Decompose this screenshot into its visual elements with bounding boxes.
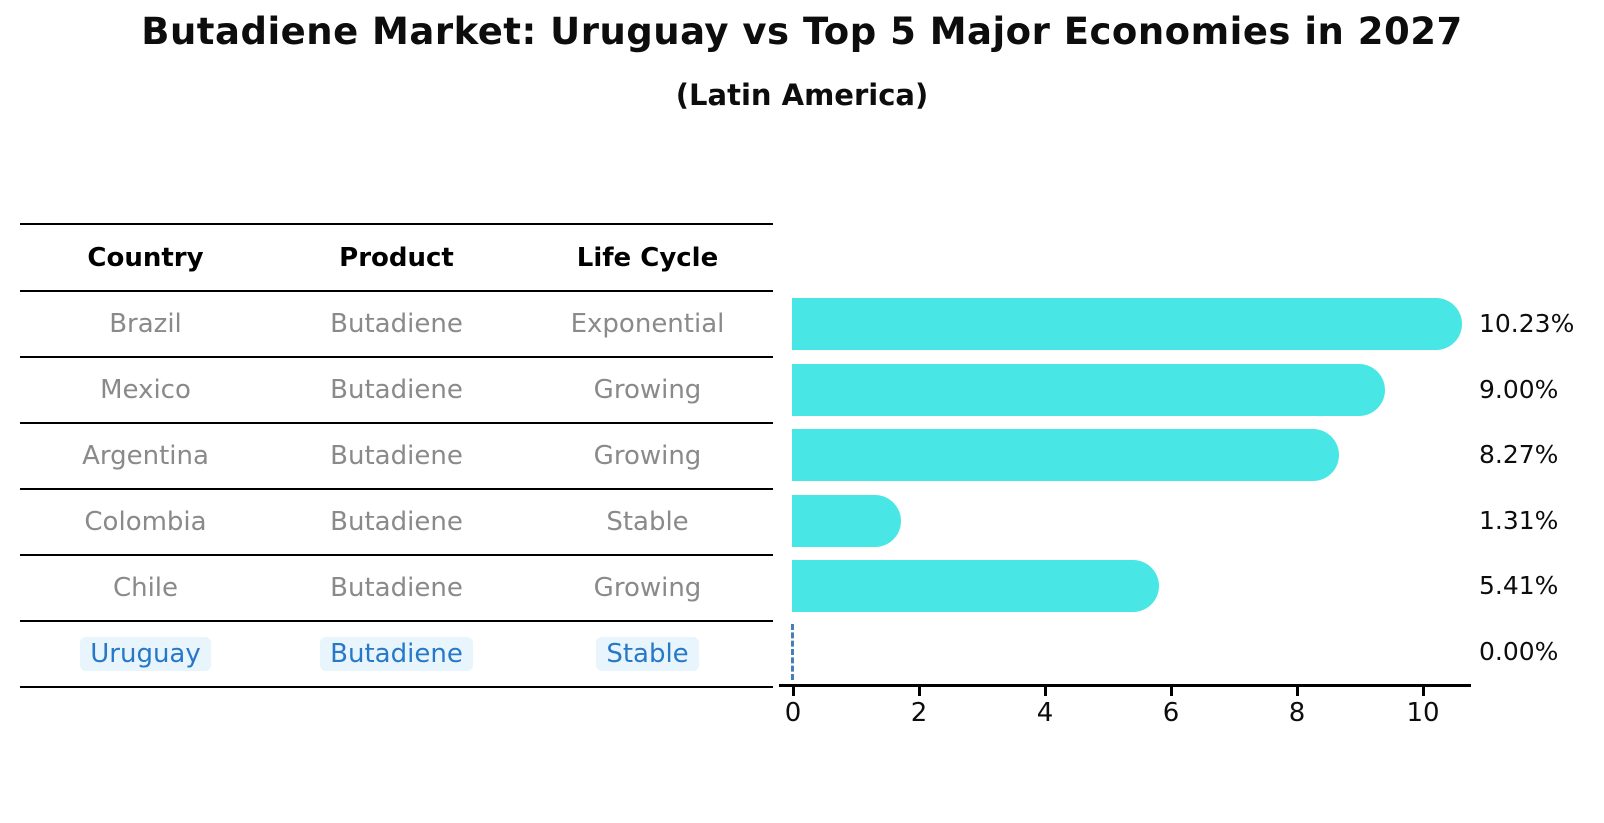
table-row: Argentina Butadiene Growing: [20, 424, 773, 490]
cell-product: Butadiene: [271, 573, 522, 603]
bar-mexico: [792, 363, 1385, 416]
cell-lifecycle-text: Growing: [593, 573, 702, 603]
cell-country-text: Brazil: [109, 309, 182, 339]
x-axis-tick: [1169, 687, 1173, 696]
x-axis-tick-label: 6: [1162, 698, 1180, 728]
x-axis-tick-label: 0: [784, 698, 802, 728]
table-row: Brazil Butadiene Exponential: [20, 292, 773, 358]
cell-lifecycle: Growing: [522, 375, 773, 405]
cell-country-text: Chile: [112, 573, 179, 603]
x-axis-tick-label: 10: [1406, 698, 1440, 728]
cell-lifecycle: Growing: [522, 441, 773, 471]
column-header-product: Product: [339, 242, 454, 273]
cell-country: Colombia: [20, 507, 271, 537]
cell-lifecycle: Exponential: [522, 309, 773, 339]
table-body: Brazil Butadiene Exponential Mexico Butadien…: [20, 292, 773, 688]
cell-product: Butadiene: [271, 441, 522, 471]
bar-value-label: 8.27%: [1479, 440, 1559, 470]
table-header-row: Country Product Life Cycle: [20, 225, 773, 292]
cell-lifecycle: Stable: [522, 507, 773, 537]
x-axis-tick: [1043, 687, 1047, 696]
bar-chile: [792, 560, 1159, 613]
x-axis-tick: [1295, 687, 1299, 696]
cell-country-text: Mexico: [100, 375, 191, 405]
x-axis-tick: [791, 687, 795, 696]
cell-country-text: Argentina: [82, 441, 209, 471]
cell-country: Argentina: [20, 441, 271, 471]
cell-country: Mexico: [20, 375, 271, 405]
table-row: Chile Butadiene Growing: [20, 556, 773, 622]
country-table: Country Product Life Cycle Brazil Butadie…: [20, 223, 773, 688]
table-row: Colombia Butadiene Stable: [20, 490, 773, 556]
bar-value-label: 0.00%: [1479, 637, 1559, 666]
x-axis-tick: [917, 687, 921, 696]
cell-country: Chile: [20, 573, 271, 603]
cell-product-text: Butadiene: [320, 637, 473, 671]
cell-product: Butadiene: [271, 375, 522, 405]
cell-lifecycle: Stable: [522, 637, 773, 671]
cell-lifecycle-text: Exponential: [570, 309, 725, 339]
chart-subtitle: (Latin America): [675, 78, 929, 112]
bar-value-label: 9.00%: [1479, 374, 1559, 404]
cell-product-text: Butadiene: [330, 441, 463, 471]
table-row: Mexico Butadiene Growing: [20, 358, 773, 424]
bar-brazil: [792, 298, 1462, 350]
x-axis-tick-label: 4: [1036, 698, 1054, 728]
cell-product: Butadiene: [271, 507, 522, 537]
cell-product: Butadiene: [271, 309, 522, 339]
bar-value-label: 5.41%: [1479, 571, 1559, 601]
x-axis: [779, 684, 1471, 687]
cell-product: Butadiene: [271, 637, 522, 671]
cell-country-text: Colombia: [84, 507, 207, 537]
cell-product-text: Butadiene: [330, 573, 463, 603]
cell-country-text: Uruguay: [80, 637, 211, 671]
cell-lifecycle: Growing: [522, 573, 773, 603]
column-header-lifecycle: Life Cycle: [576, 242, 719, 273]
cell-lifecycle-text: Stable: [606, 507, 689, 537]
cell-lifecycle-text: Stable: [596, 637, 699, 671]
zero-value-marker: [791, 624, 794, 680]
table-row: Uruguay Butadiene Stable: [20, 622, 773, 688]
cell-product-text: Butadiene: [330, 375, 463, 405]
cell-country: Brazil: [20, 309, 271, 339]
x-axis-tick-label: 8: [1288, 698, 1306, 728]
cell-product-text: Butadiene: [330, 309, 463, 339]
cell-country: Uruguay: [20, 637, 271, 671]
cell-lifecycle-text: Growing: [593, 375, 702, 405]
bar-colombia: [792, 494, 901, 547]
cell-lifecycle-text: Growing: [593, 441, 702, 471]
bar-value-label: 1.31%: [1479, 505, 1559, 535]
bar-argentina: [792, 429, 1339, 482]
chart-title: Butadiene Market: Uruguay vs Top 5 Major…: [141, 10, 1463, 53]
cell-product-text: Butadiene: [330, 507, 463, 537]
bar-value-label: 10.23%: [1479, 309, 1575, 338]
column-header-country: Country: [87, 242, 204, 273]
x-axis-tick: [1421, 687, 1425, 696]
x-axis-tick-label: 2: [910, 698, 928, 728]
